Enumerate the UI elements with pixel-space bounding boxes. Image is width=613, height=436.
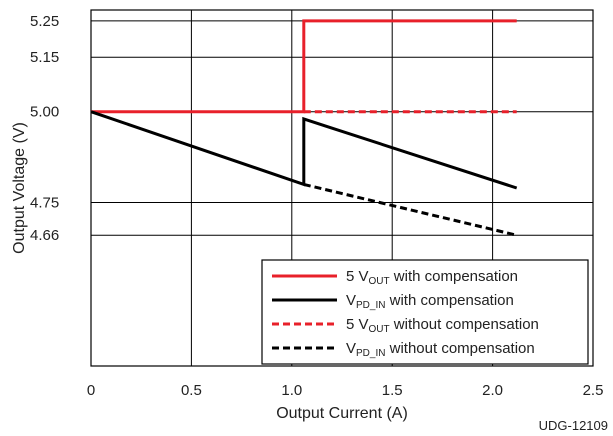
x-tick-label: 2.5 [583,382,604,399]
series-line-4 [303,182,518,237]
y-tick-label: 5.15 [30,49,59,66]
series-line-1 [91,19,517,114]
series-line-2 [90,110,518,190]
series-layer [90,19,518,237]
legend: 5 VOUT with compensation VPD_IN with comp… [261,259,589,365]
legend-label: VPD_IN without compensation [346,340,535,359]
x-tick-label: 1.5 [382,382,403,399]
legend-label: VPD_IN with compensation [346,292,514,311]
plot-frame [90,9,594,367]
x-tick-label: 0 [87,382,95,399]
y-axis-label: Output Voltage (V) [11,122,28,254]
x-tick-label: 1.0 [281,382,302,399]
y-tick-label: 4.66 [30,227,59,244]
figure-id: UDG-12109 [539,418,608,433]
tick-labels: 0 0.5 1.0 1.5 2.0 2.5 5.25 5.15 5.00 4.75 4.66 [30,13,603,399]
y-tick-label: 5.25 [30,13,59,30]
x-tick-label: 0.5 [181,382,202,399]
y-tick-label: 5.00 [30,104,59,121]
x-axis-label: Output Current (A) [276,405,408,422]
legend-label: 5 VOUT without compensation [346,316,539,335]
y-tick-label: 4.75 [30,195,59,212]
x-tick-label: 2.0 [482,382,503,399]
legend-label: 5 VOUT with compensation [346,268,518,287]
